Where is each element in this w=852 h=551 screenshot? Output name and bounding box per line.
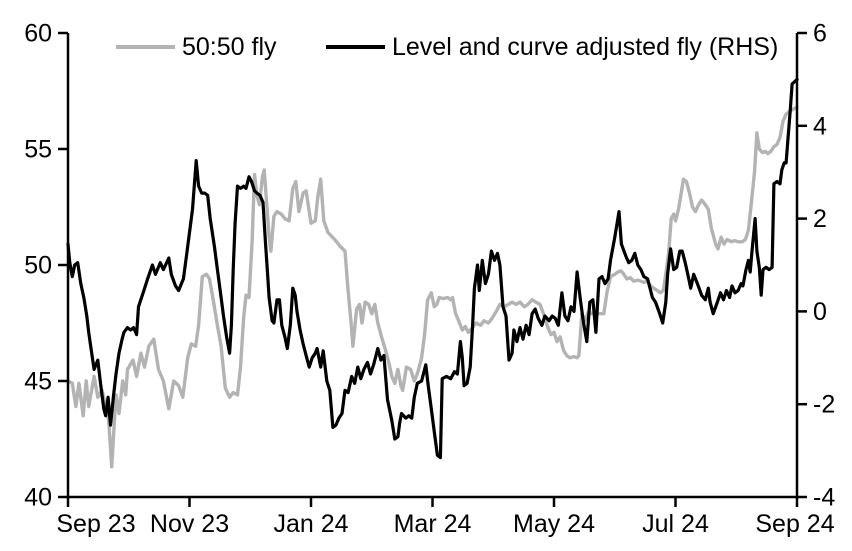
x-axis-tick-label: May 24 (513, 510, 595, 538)
left-axis-tick-label: 55 (24, 136, 52, 164)
left-axis-tick-label: 45 (24, 368, 52, 396)
series-line-5050-fly (66, 105, 799, 469)
right-axis-tick-label: -2 (813, 391, 835, 419)
right-axis-tick-label: -4 (813, 484, 835, 512)
right-axis-tick-label: 0 (813, 298, 827, 326)
x-axis-tick-label: Jul 24 (642, 510, 709, 538)
right-axis-tick-label: 6 (813, 20, 827, 48)
right-axis-tick-label: 2 (813, 205, 827, 233)
left-axis-tick-label: 50 (24, 252, 52, 280)
series-line-level-curve-adjusted-fly (66, 77, 799, 460)
right-axis-tick-label: 4 (813, 112, 827, 140)
left-axis-tick-label: 40 (24, 484, 52, 512)
x-axis-tick-label: Nov 23 (150, 510, 229, 538)
x-axis-tick-label: Jan 24 (273, 510, 348, 538)
x-axis-tick-label: Sep 24 (755, 510, 834, 538)
x-axis-tick-label: Mar 24 (394, 510, 472, 538)
left-axis-tick-label: 60 (24, 20, 52, 48)
x-axis-tick-label: Sep 23 (56, 510, 135, 538)
